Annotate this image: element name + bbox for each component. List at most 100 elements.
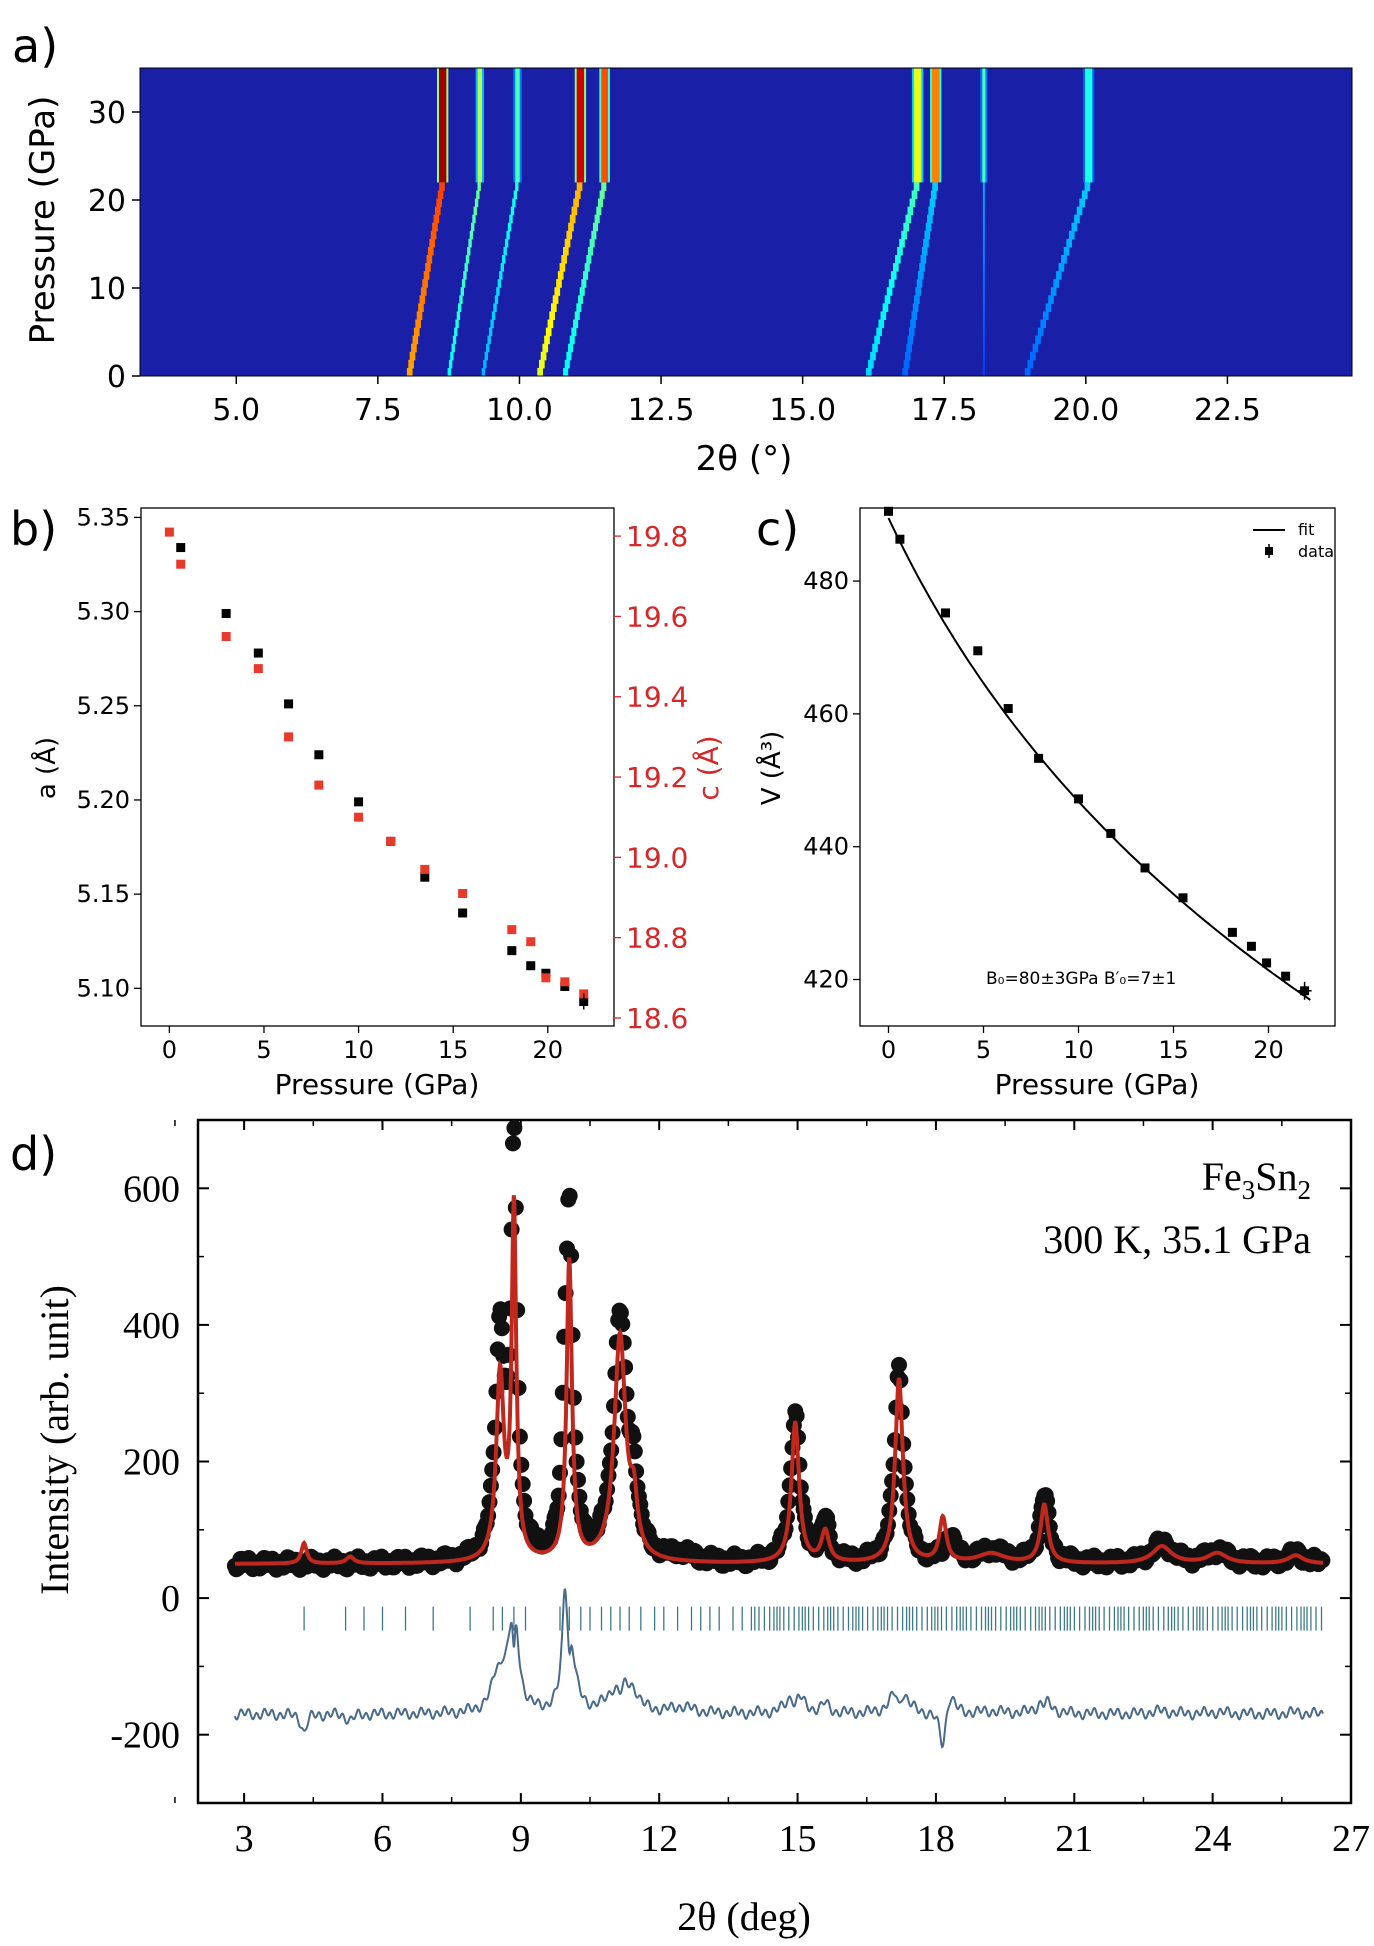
panel-b-x-tick-label-4: 20 <box>533 1036 564 1064</box>
heatmap-band-high-8 <box>1084 68 1093 183</box>
heatmap-band-low-8 <box>1055 271 1062 280</box>
heatmap-band-low-2 <box>515 182 519 191</box>
heatmap-band-low-7 <box>982 327 985 337</box>
heatmap-band-low-7 <box>982 230 985 240</box>
observed-point <box>484 1461 501 1478</box>
heatmap-band-low-4 <box>594 214 600 224</box>
heatmap-band-low-2 <box>513 190 518 200</box>
heatmap-band-low-4 <box>569 335 575 345</box>
heatmap-band-low-8 <box>1027 359 1034 369</box>
heatmap-band-low-5 <box>880 311 887 321</box>
v-point-11 <box>1246 941 1256 951</box>
difference-curve <box>233 1588 1324 1749</box>
panel-d-x-tick-label-6: 21 <box>1055 1818 1093 1860</box>
heatmap-band-high-6 <box>932 68 940 183</box>
panel-a-x-tick-label-6: 20.0 <box>1052 393 1119 428</box>
heatmap-band-low-8 <box>1084 182 1091 191</box>
heatmap-band-low-5 <box>892 263 899 272</box>
heatmap-band-low-6 <box>906 343 912 353</box>
heatmap-band-low-7 <box>982 311 985 321</box>
eos-fit-line <box>887 517 1311 1001</box>
heatmap-band-high-7 <box>982 68 986 183</box>
heatmap-band-low-5 <box>870 351 876 361</box>
heatmap-band-low-4 <box>584 263 590 272</box>
observed-point <box>568 1453 585 1470</box>
heatmap-band-low-0 <box>406 367 413 377</box>
panel-a-x-tick-label-1: 7.5 <box>354 393 402 428</box>
heatmap-band-low-7 <box>982 351 985 361</box>
heatmap-band-low-8 <box>1035 335 1041 345</box>
heatmap-band-low-6 <box>912 303 919 312</box>
heatmap-band-high-5 <box>913 68 922 183</box>
a-point-10 <box>526 961 536 971</box>
panel-c-x-tick-label-0: 0 <box>881 1036 896 1064</box>
panel-b-x-tick-label-1: 5 <box>256 1036 271 1064</box>
heatmap-band-low-8 <box>1045 303 1052 312</box>
heatmap-band-low-4 <box>601 182 607 191</box>
heatmap-band-low-1 <box>454 327 458 337</box>
heatmap-band-low-8 <box>1053 279 1060 288</box>
heatmap-band-low-4 <box>576 303 582 312</box>
heatmap-band-low-0 <box>439 182 445 191</box>
heatmap-band-low-2 <box>483 359 487 369</box>
panel-b-y2-tick-label-0: 18.6 <box>626 1002 688 1035</box>
observed-point <box>493 1320 510 1337</box>
panel-b-points <box>164 527 589 1010</box>
heatmap-band-low-8 <box>1063 246 1070 256</box>
panel-b-y-tick-label-3: 5.25 <box>77 692 130 720</box>
heatmap-band-low-8 <box>1066 238 1073 248</box>
heatmap-band-low-6 <box>925 222 932 232</box>
heatmap-band-low-2 <box>512 198 516 208</box>
heatmap-band-low-2 <box>484 351 488 361</box>
heatmap-band-low-3 <box>573 198 579 208</box>
v-point-1 <box>895 534 905 544</box>
panel-b-y-tick-label-5: 5.35 <box>77 503 130 531</box>
heatmap-band-low-0 <box>416 311 423 321</box>
heatmap-band-low-0 <box>434 206 441 216</box>
heatmap-band-low-5 <box>911 190 918 200</box>
panel-a-y-ticks: 0 10 20 30 <box>88 96 140 395</box>
heatmap-band-low-0 <box>412 335 419 345</box>
panel-b-y2-tick-label-4: 19.4 <box>626 681 688 714</box>
panel-d-x-tick-label-3: 12 <box>640 1818 678 1860</box>
heatmap-band-low-1 <box>467 246 471 256</box>
panel-c-y-axis-label: V (Å³) <box>755 731 787 806</box>
c-point-9 <box>458 888 468 898</box>
heatmap-band-low-7 <box>982 214 985 224</box>
a-point-12 <box>560 981 570 991</box>
heatmap-band-low-8 <box>1050 287 1057 296</box>
a-point-8 <box>458 908 468 918</box>
heatmap-band-low-2 <box>507 222 512 232</box>
heatmap-band-low-6 <box>908 327 915 337</box>
heatmap-band-low-7 <box>982 271 985 280</box>
observed-point <box>788 1407 805 1424</box>
heatmap-band-low-0 <box>430 230 437 240</box>
c-point-12 <box>541 973 551 983</box>
heatmap-band-low-4 <box>564 359 570 369</box>
observed-point <box>485 1444 502 1461</box>
heatmap-band-low-0 <box>413 327 420 337</box>
heatmap-band-low-2 <box>509 214 513 224</box>
heatmap-band-low-8 <box>1032 343 1039 353</box>
heatmap-band-low-8 <box>1048 295 1054 304</box>
heatmap-band-low-3 <box>571 206 578 216</box>
panel-a-x-tick-label-3: 12.5 <box>628 393 695 428</box>
heatmap-band-low-3 <box>563 246 569 256</box>
heatmap-band-low-1 <box>452 335 457 345</box>
formula-sub-3: 3 <box>1242 1175 1256 1205</box>
heatmap-band-low-0 <box>433 214 440 224</box>
heatmap-band-low-0 <box>429 238 435 248</box>
heatmap-band-low-8 <box>1076 206 1083 216</box>
a-point-2 <box>253 648 263 658</box>
panel-d-y-tick-label-0: 600 <box>123 1168 180 1210</box>
panel-b-x-tick-label-0: 0 <box>162 1036 177 1064</box>
heatmap-band-low-5 <box>872 343 878 353</box>
heatmap-band-low-3 <box>566 230 573 240</box>
panel-d-y-tick-label-2: 200 <box>123 1442 180 1484</box>
heatmap-band-low-4 <box>597 198 604 208</box>
panel-d-x-axis-label: 2θ (deg) <box>677 1894 811 1939</box>
panel-b-y2-tick-label-5: 19.6 <box>626 600 688 633</box>
heatmap-band-low-5 <box>907 206 914 216</box>
heatmap-band-low-2 <box>494 295 499 304</box>
